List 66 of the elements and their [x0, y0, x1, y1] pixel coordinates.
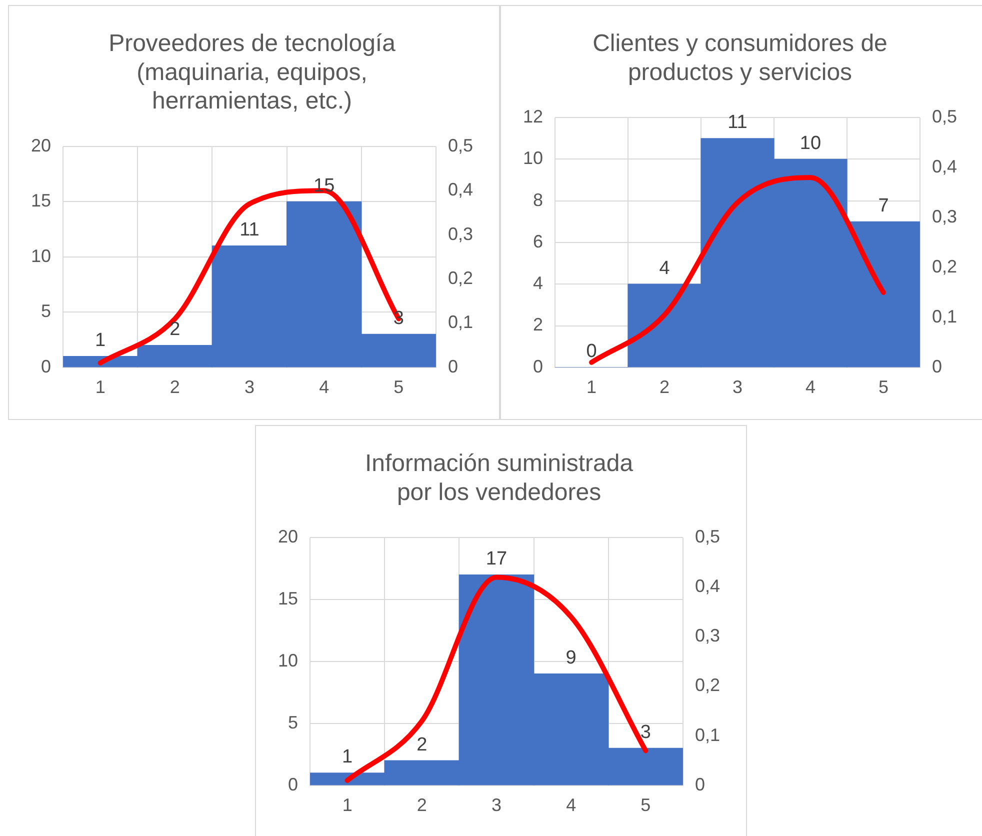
x-tick-label: 4: [566, 795, 576, 816]
x-tick-label: 5: [878, 377, 888, 398]
data-label: 3: [640, 722, 651, 743]
chart-title: Información suministrada por los vendedores: [364, 450, 634, 506]
x-tick-label: 4: [805, 377, 816, 398]
x-tick-label: 5: [640, 795, 651, 816]
y-tick-label: 2: [533, 314, 544, 335]
y2-tick-label: 0,1: [694, 724, 720, 745]
y2-tick-label: 0,2: [694, 675, 720, 696]
y-tick-label: 0: [533, 356, 544, 376]
y2-tick-label: 0,5: [932, 106, 958, 127]
chart-title: Proveedores de tecnología (maquinaria, equipos, herramientas, etc.): [108, 30, 396, 115]
y2-tick-label: 0,1: [932, 306, 958, 326]
data-label: 4: [659, 258, 670, 279]
x-tick-label: 3: [244, 377, 255, 398]
data-label: 2: [416, 734, 428, 756]
data-label: 17: [486, 548, 508, 570]
y-tick-label: 5: [288, 712, 298, 732]
y2-tick-label: 0,4: [448, 180, 474, 200]
y2-tick-label: 0: [694, 774, 705, 794]
y2-tick-label: 0,3: [694, 626, 720, 646]
x-tick-label: 3: [732, 377, 743, 398]
y-tick-label: 10: [278, 650, 298, 670]
x-tick-label: 4: [319, 377, 330, 398]
y-tick-label: 0: [288, 774, 298, 794]
x-tick-label: 3: [491, 795, 502, 816]
y2-tick-label: 0: [932, 356, 942, 376]
y2-tick-label: 0,5: [448, 135, 474, 156]
y2-tick-label: 0,5: [694, 526, 720, 547]
y2-tick-label: 0: [448, 356, 458, 376]
data-label: 11: [728, 112, 748, 134]
y-tick-label: 10: [522, 148, 544, 168]
chart-title: Clientes y consumidores de productos y servicios: [592, 30, 888, 86]
data-label: 2: [170, 319, 180, 340]
y-tick-label: 4: [533, 273, 544, 294]
y2-tick-label: 0,2: [932, 256, 958, 276]
y2-tick-label: 0,2: [448, 268, 474, 288]
y-tick-label: 15: [30, 190, 52, 211]
y2-tick-label: 0,4: [694, 576, 720, 596]
y-tick-label: 20: [30, 135, 52, 156]
x-tick-label: 2: [170, 377, 180, 398]
x-tick-label: 1: [342, 795, 352, 816]
data-label: 0: [586, 341, 597, 362]
y-tick-label: 6: [533, 231, 544, 252]
y-tick-label: 0: [41, 356, 52, 376]
data-label: 9: [566, 648, 576, 669]
y-tick-label: 10: [30, 246, 52, 266]
y-tick-label: 15: [278, 588, 298, 609]
data-label: 1: [342, 746, 353, 768]
data-label: 7: [878, 195, 889, 216]
x-tick-label: 5: [394, 377, 404, 398]
y-tick-label: 20: [278, 526, 298, 547]
y2-tick-label: 0,1: [448, 312, 474, 332]
data-label: 11: [240, 220, 260, 241]
x-tick-label: 1: [586, 377, 597, 398]
data-label: 10: [800, 132, 822, 154]
y-tick-label: 8: [533, 190, 544, 210]
y2-tick-label: 0,4: [932, 156, 958, 177]
x-tick-label: 1: [95, 377, 106, 398]
y-tick-label: 5: [41, 301, 52, 322]
y-tick-label: 12: [522, 106, 544, 127]
y2-tick-label: 0,3: [448, 224, 474, 244]
data-label: 1: [95, 330, 106, 352]
x-tick-label: 2: [416, 795, 427, 816]
x-tick-label: 2: [660, 377, 670, 398]
y2-tick-label: 0,3: [932, 206, 958, 226]
